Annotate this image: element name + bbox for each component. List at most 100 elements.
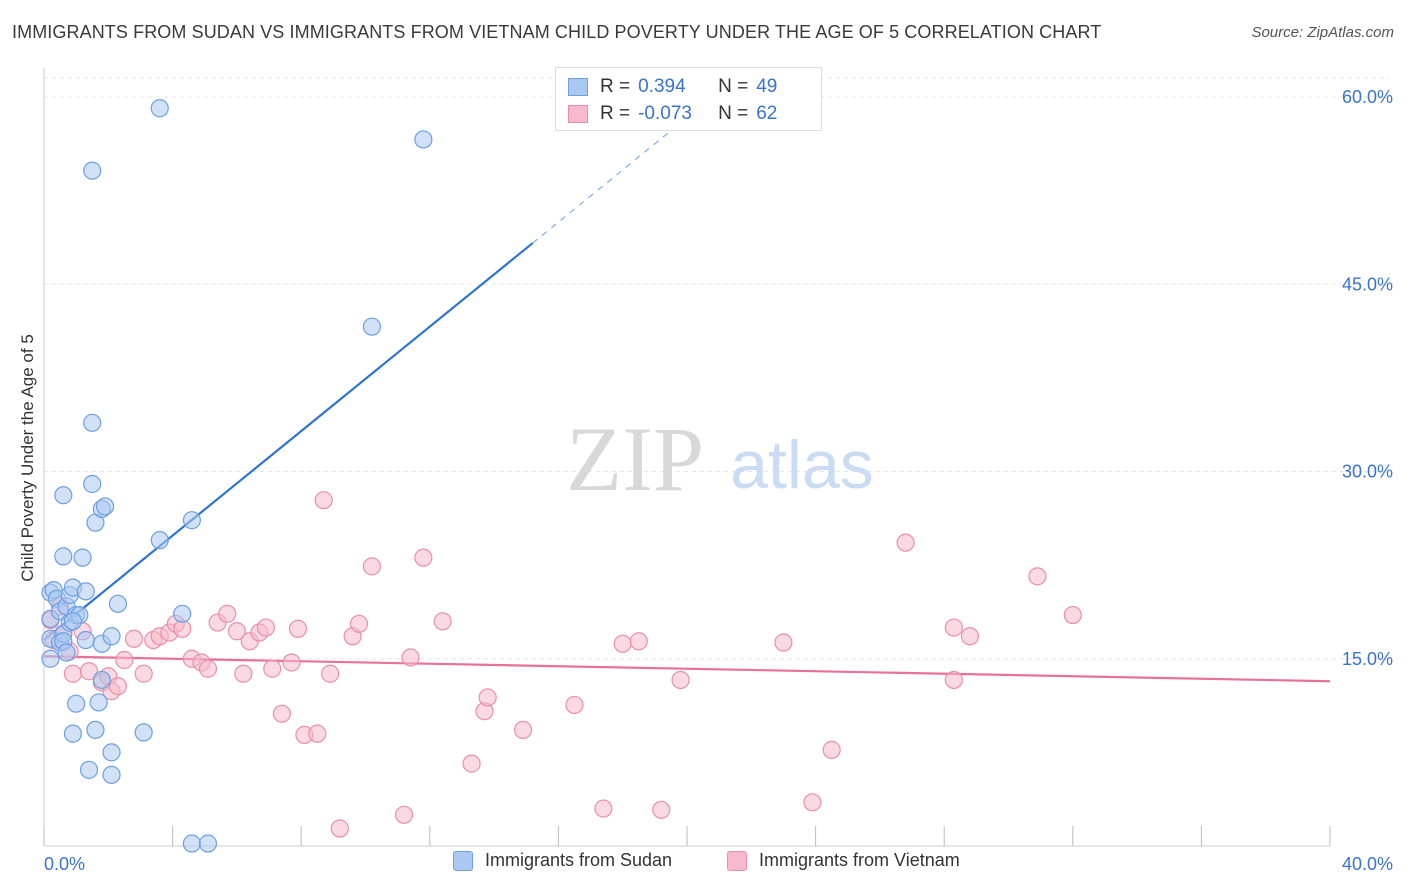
sudan-point xyxy=(92,670,111,690)
sudan-point xyxy=(102,743,121,762)
watermark: ZIP atlas xyxy=(566,408,874,510)
vietnam-point xyxy=(134,664,153,683)
vietnam-point xyxy=(362,557,382,576)
vietnam-point xyxy=(1028,567,1047,586)
vietnam-point xyxy=(321,664,340,683)
legend-row-vietnam: R = -0.073 N = 62 xyxy=(568,101,777,127)
sudan-trend-extension xyxy=(532,130,672,244)
vietnam-point xyxy=(478,688,497,707)
legend-r-value: 0.394 xyxy=(638,76,686,97)
legend-item-sudan: Immigrants from Sudan xyxy=(453,850,672,871)
vietnam-point xyxy=(256,618,275,637)
vietnam-point xyxy=(79,662,99,681)
vietnam-point xyxy=(234,664,253,683)
watermark-atlas: atlas xyxy=(730,427,874,503)
data-points xyxy=(41,99,1082,853)
sudan-point xyxy=(198,834,218,853)
y-tick-label: 30.0% xyxy=(1342,462,1393,482)
sudan-point xyxy=(173,604,192,623)
vietnam-point xyxy=(629,632,648,651)
sudan-point xyxy=(150,531,169,550)
sudan-point xyxy=(63,724,83,743)
vietnam-point xyxy=(108,677,128,696)
sudan-point xyxy=(67,694,86,713)
sudan-trend-line xyxy=(43,242,534,641)
vietnam-point xyxy=(414,548,433,567)
x-tick-label: 0.0% xyxy=(44,854,85,874)
vietnam-trend-line xyxy=(43,655,1331,683)
vietnam-point xyxy=(330,819,349,838)
y-tick-label: 60.0% xyxy=(1342,87,1393,107)
legend-r-label: R = xyxy=(600,103,631,124)
vietnam-point xyxy=(308,724,327,743)
vietnam-point xyxy=(671,670,690,690)
sudan-point xyxy=(83,161,102,180)
vietnam-point xyxy=(218,604,237,623)
y-tick-label: 15.0% xyxy=(1342,649,1393,669)
sudan-point xyxy=(54,547,73,566)
sudan-point xyxy=(83,413,102,432)
chart-title: IMMIGRANTS FROM SUDAN VS IMMIGRANTS FROM… xyxy=(12,22,1102,42)
source-label: Source: ZipAtlas.com xyxy=(1251,24,1394,41)
sudan-point xyxy=(182,511,201,530)
vietnam-point xyxy=(349,614,369,633)
sudan-legend-label: Immigrants from Sudan xyxy=(485,850,673,870)
trend-lines xyxy=(43,130,1331,683)
sudan-point xyxy=(57,643,76,662)
legend-n-label: N = xyxy=(718,76,749,97)
vietnam-legend-label: Immigrants from Vietnam xyxy=(759,850,960,870)
legend-r-value: -0.073 xyxy=(638,103,692,124)
x-tick-label: 40.0% xyxy=(1342,854,1393,874)
legend-row-sudan: R = 0.394 N = 49 xyxy=(568,74,777,100)
sudan-point xyxy=(41,649,60,668)
vietnam-point xyxy=(462,754,481,773)
sudan-point xyxy=(76,630,95,650)
vietnam-point xyxy=(272,704,292,723)
vietnam-point xyxy=(124,629,144,648)
sudan-point xyxy=(102,765,121,784)
vietnam-point xyxy=(565,695,584,715)
vietnam-point xyxy=(115,650,134,670)
sudan-point xyxy=(95,497,115,516)
vietnam-point xyxy=(803,793,822,812)
sudan-point xyxy=(102,627,121,646)
vietnam-legend-swatch xyxy=(727,850,747,871)
vietnam-point xyxy=(288,619,308,638)
vietnam-point xyxy=(652,800,671,819)
vietnam-point xyxy=(401,648,420,667)
vietnam-point xyxy=(896,533,915,552)
watermark-zip: ZIP xyxy=(566,408,704,510)
sudan-point xyxy=(414,130,433,149)
legend-r-label: R = xyxy=(600,76,631,97)
vietnam-point xyxy=(513,720,533,740)
grid-lines xyxy=(44,77,1390,660)
sudan-point xyxy=(83,474,102,494)
vietnam-point xyxy=(282,653,301,672)
sudan-point xyxy=(76,582,95,601)
legend-n-label: N = xyxy=(718,103,749,124)
legend-n-value: 49 xyxy=(756,76,778,97)
sudan-point xyxy=(182,834,201,853)
sudan-point xyxy=(89,693,108,712)
vietnam-point xyxy=(1063,605,1082,625)
sudan-point xyxy=(63,612,83,631)
vietnam-point xyxy=(960,627,980,646)
sudan-point xyxy=(108,594,128,613)
vietnam-point xyxy=(613,634,632,653)
vietnam-point xyxy=(944,618,963,637)
vietnam-point xyxy=(822,740,841,759)
vietnam-point xyxy=(433,612,452,631)
y-tick-label: 45.0% xyxy=(1342,274,1393,294)
legend-n-value: 62 xyxy=(756,103,778,124)
sudan-point xyxy=(86,720,105,740)
vietnam-point xyxy=(394,805,414,824)
sudan-point xyxy=(134,723,153,742)
sudan-point xyxy=(150,99,169,118)
vietnam-point xyxy=(63,664,83,683)
axes xyxy=(43,68,1331,847)
vietnam-point xyxy=(774,633,793,652)
vietnam-point xyxy=(314,491,333,510)
vietnam-point xyxy=(227,622,246,641)
sudan-swatch xyxy=(568,78,588,96)
